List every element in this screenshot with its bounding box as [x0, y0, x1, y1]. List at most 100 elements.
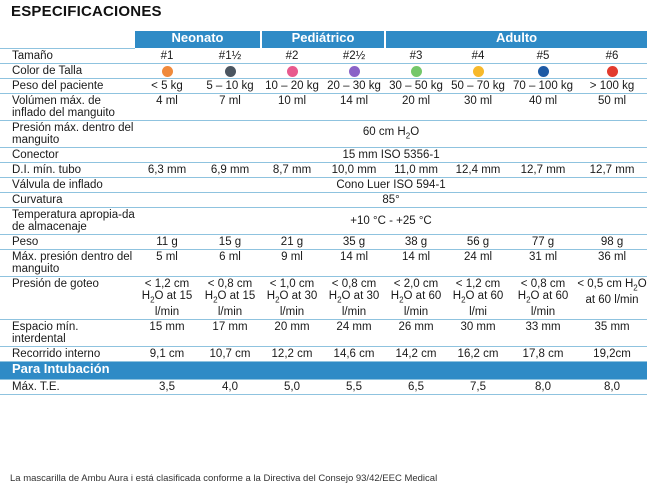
- row-label: Curvatura: [0, 192, 135, 209]
- cell: 6,9 mm: [199, 162, 261, 179]
- cell: 30 mm: [447, 319, 510, 348]
- row-peso-paciente: Peso del paciente < 5 kg 5 – 10 kg 10 – …: [0, 78, 647, 95]
- cell: 10 – 20 kg: [261, 78, 323, 95]
- cell: 8,0: [509, 379, 578, 396]
- cell: 30 ml: [447, 93, 510, 122]
- size-color-dot-purple: [348, 66, 360, 77]
- cell: < 1,2 cm H2O at 60 l/mi: [447, 276, 510, 321]
- cell: 14,6 cm: [323, 346, 386, 363]
- cell: 5 ml: [135, 249, 199, 278]
- cell: < 0,8 cm H2O at 30 l/min: [323, 276, 386, 321]
- row-label: D.I. mín. tubo: [0, 162, 135, 179]
- cell: 10,0 mm: [323, 162, 386, 179]
- group-pediatrico: Pediátrico: [259, 31, 386, 49]
- cell: 24 ml: [447, 249, 510, 278]
- cell: 4,0: [199, 379, 261, 396]
- cell: < 1,2 cm H2O at 15 l/min: [135, 276, 199, 321]
- merged-cell: Cono Luer ISO 594-1: [135, 177, 647, 194]
- cell: 50 ml: [577, 93, 647, 122]
- cell: 21 g: [261, 234, 323, 251]
- cell: < 2,0 cm H2O at 60 l/min: [385, 276, 448, 321]
- row-curvatura: Curvatura 85°: [0, 192, 647, 209]
- cell: < 0,5 cm H2O at 60 l/min: [577, 276, 647, 321]
- merged-cell: 85°: [135, 192, 647, 209]
- cell: < 5 kg: [135, 78, 199, 95]
- row-label: Máx. presión dentro del manguito: [0, 249, 135, 278]
- cell: 77 g: [509, 234, 578, 251]
- specifications-table: Neonato Pediátrico Adulto Tamaño #1 #1½ …: [0, 31, 647, 396]
- cell: 20 ml: [385, 93, 448, 122]
- cell: 35 mm: [577, 319, 647, 348]
- row-label: Presión máx. dentro del manguito: [0, 120, 135, 149]
- row-valvula: Válvula de inflado Cono Luer ISO 594-1: [0, 177, 647, 194]
- cell: 12,7 mm: [509, 162, 578, 179]
- row-temperatura: Temperatura apropia-da de almacenaje +10…: [0, 207, 647, 236]
- cell: 20 – 30 kg: [323, 78, 386, 95]
- cell: 19,2cm: [577, 346, 647, 363]
- row-conector: Conector 15 mm ISO 5356-1: [0, 147, 647, 164]
- cell: 56 g: [447, 234, 510, 251]
- cell: 30 – 50 kg: [385, 78, 448, 95]
- group-header-row: Neonato Pediátrico Adulto: [0, 31, 647, 49]
- row-espacio: Espacio mín. interdental 15 mm 17 mm 20 …: [0, 319, 647, 348]
- cell: 33 mm: [509, 319, 578, 348]
- cell: 12,2 cm: [261, 346, 323, 363]
- size-color-dot-orange: [161, 66, 173, 77]
- cell: 11,0 mm: [385, 162, 448, 179]
- cell: 26 mm: [385, 319, 448, 348]
- cell: 8,0: [577, 379, 647, 396]
- row-presion-dentro: Máx. presión dentro del manguito 5 ml 6 …: [0, 249, 647, 278]
- row-label: Tamaño: [0, 48, 135, 64]
- size-color-dot-red: [606, 66, 618, 77]
- size-color-dot-green: [410, 66, 422, 77]
- merged-cell: 60 cm H2O: [135, 120, 647, 149]
- cell: 14 ml: [323, 93, 386, 122]
- cell: 70 – 100 kg: [509, 78, 578, 95]
- row-presion-max: Presión máx. dentro del manguito 60 cm H…: [0, 120, 647, 149]
- cell: 15 g: [199, 234, 261, 251]
- cell: 36 ml: [577, 249, 647, 278]
- row-di-tubo: D.I. mín. tubo 6,3 mm 6,9 mm 8,7 mm 10,0…: [0, 162, 647, 179]
- cell: #3: [385, 48, 448, 64]
- cell: 8,7 mm: [261, 162, 323, 179]
- row-goteo: Presión de goteo < 1,2 cm H2O at 15 l/mi…: [0, 276, 647, 321]
- group-adulto: Adulto: [384, 31, 647, 49]
- cell: 16,2 cm: [447, 346, 510, 363]
- row-label: Recorrido interno: [0, 346, 135, 363]
- cell: 6 ml: [199, 249, 261, 278]
- section-title: Para Intubación: [0, 361, 647, 381]
- size-color-dot-blue: [537, 66, 549, 77]
- row-label: Espacio mín. interdental: [0, 319, 135, 348]
- section-header-intubacion: Para Intubación: [0, 361, 647, 381]
- cell: 7 ml: [199, 93, 261, 122]
- row-peso: Peso 11 g 15 g 21 g 35 g 38 g 56 g 77 g …: [0, 234, 647, 251]
- cell: 12,7 mm: [577, 162, 647, 179]
- cell: 20 mm: [261, 319, 323, 348]
- cell: < 1,0 cm H2O at 30 l/min: [261, 276, 323, 321]
- cell: < 0,8 cm H2O at 60 l/min: [509, 276, 578, 321]
- row-recorrido: Recorrido interno 9,1 cm 10,7 cm 12,2 cm…: [0, 346, 647, 363]
- cell: 5 – 10 kg: [199, 78, 261, 95]
- cell: 98 g: [577, 234, 647, 251]
- cell: 9,1 cm: [135, 346, 199, 363]
- cell: #2: [261, 48, 323, 64]
- row-label: Máx. T.E.: [0, 379, 135, 396]
- size-color-dot-dark-gray: [224, 66, 236, 77]
- row-label: Volúmen máx. de inflado del manguito: [0, 93, 135, 122]
- size-color-dot-yellow: [472, 66, 484, 77]
- cell: 50 – 70 kg: [447, 78, 510, 95]
- cell: 6,3 mm: [135, 162, 199, 179]
- cell: 31 ml: [509, 249, 578, 278]
- cell: 11 g: [135, 234, 199, 251]
- cell: #5: [509, 48, 578, 64]
- cell: 3,5: [135, 379, 199, 396]
- cell: 14 ml: [385, 249, 448, 278]
- cell: #1: [135, 48, 199, 64]
- cell: 17 mm: [199, 319, 261, 348]
- row-color: Color de Talla: [0, 63, 647, 80]
- cell: < 0,8 cm H2O at 15 l/min: [199, 276, 261, 321]
- cell: 15 mm: [135, 319, 199, 348]
- page-title: ESPECIFICACIONES: [11, 3, 162, 20]
- row-tamano: Tamaño #1 #1½ #2 #2½ #3 #4 #5 #6: [0, 48, 647, 64]
- size-color-dot-pink: [286, 66, 298, 77]
